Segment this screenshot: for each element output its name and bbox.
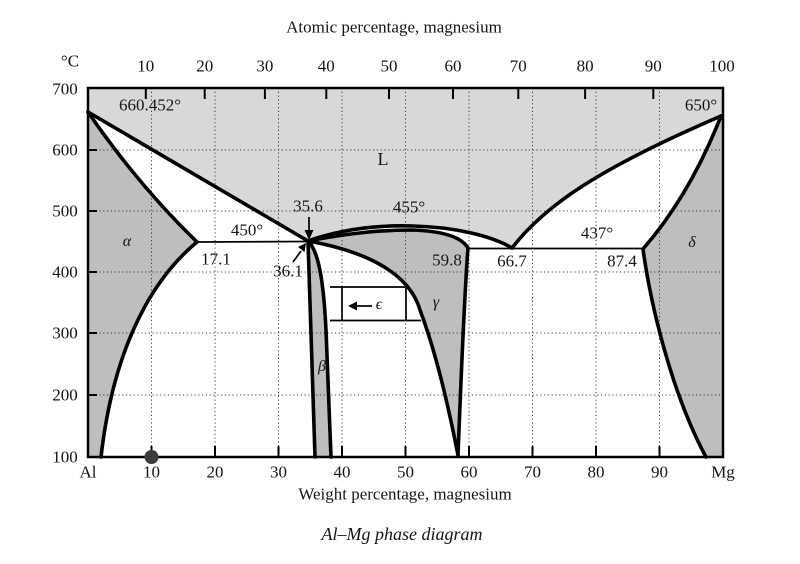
top-tick-10: 10	[137, 56, 155, 76]
al-liquidus	[86, 110, 310, 243]
x-tick-80: 80	[587, 462, 605, 482]
x-tick-al: Al	[79, 462, 97, 482]
top-tick-60: 60	[444, 56, 462, 76]
phase-label-gamma: γ	[432, 294, 440, 311]
gamma-region-fill	[308, 230, 468, 453]
y-tick-600: 600	[52, 140, 78, 160]
x-tick-10: 10	[143, 462, 160, 482]
al-melting-label: 660.452°	[118, 95, 182, 115]
gamma-right-boundary	[456, 246, 470, 457]
beta-comp-36-1-label: 36.1	[273, 261, 303, 281]
top-tick-20: 20	[196, 56, 214, 76]
delta-region-fill	[643, 116, 723, 457]
y-tick-500: 500	[52, 201, 78, 221]
x-tick-70: 70	[524, 462, 541, 482]
composition-dot	[144, 450, 159, 464]
bottom-axis-title: Weight percentage, magnesium	[298, 484, 512, 504]
arrow-up-right-icon	[298, 243, 306, 252]
y-tick-200: 200	[52, 385, 78, 405]
phase-label-liquid: L	[377, 149, 389, 169]
arrow-left-icon	[348, 301, 357, 311]
y-tick-700: 700	[52, 79, 78, 99]
phase-label-delta: δ	[688, 234, 696, 251]
gamma-dome-liquidus	[306, 224, 514, 250]
phase-boundaries	[86, 110, 723, 459]
top-tick-40: 40	[317, 56, 335, 76]
beta-left-boundary	[306, 239, 317, 459]
arrow-down-icon	[304, 230, 314, 240]
eutectic-450-line	[196, 240, 309, 243]
alpha-solvus	[99, 240, 199, 459]
top-tick-90: 90	[644, 56, 662, 76]
delta-comp-87-4-label: 87.4	[607, 251, 637, 271]
phase-label-alpha: α	[122, 233, 132, 250]
delta-solvus	[641, 247, 708, 459]
gamma-left-boundary	[306, 239, 460, 457]
top-tick-30: 30	[256, 56, 274, 76]
eutectic-liquid-66-7-label: 66.7	[497, 251, 527, 271]
figure-caption: Al–Mg phase diagram	[321, 524, 483, 544]
phase-label-beta: β	[318, 358, 326, 375]
x-tick-50: 50	[397, 462, 414, 482]
annotation-arrows	[292, 217, 372, 311]
top-axis-title: Atomic percentage, magnesium	[286, 17, 502, 37]
beta-right-boundary	[306, 239, 333, 459]
gridlines	[88, 88, 723, 457]
top-tick-80: 80	[576, 56, 594, 76]
mg-liquidus	[510, 114, 723, 250]
eutectic-437-label: 437°	[580, 223, 614, 243]
phase-label-epsilon: ϵ	[375, 296, 383, 313]
y-tick-400: 400	[52, 262, 78, 282]
y-tick-300: 300	[52, 323, 78, 343]
x-tick-90: 90	[651, 462, 668, 482]
congruent-455-label: 455°	[392, 197, 426, 217]
gamma-top-solidus	[306, 228, 470, 250]
x-tick-40: 40	[333, 462, 351, 482]
plot-frame	[86, 86, 725, 459]
top-tick-100: 100	[709, 56, 735, 76]
alpha-region-fill	[88, 112, 197, 457]
x-tick-mg: Mg	[711, 462, 735, 482]
alpha-max-label: 17.1	[201, 249, 231, 269]
x-tick-60: 60	[460, 462, 478, 482]
isotherm-lines	[196, 240, 643, 322]
eutectic-450-label: 450°	[230, 220, 264, 240]
top-tick-70: 70	[509, 56, 527, 76]
delta-solidus	[641, 114, 723, 251]
gamma-max-59-8-label: 59.8	[432, 250, 462, 270]
top-tick-50: 50	[380, 56, 398, 76]
x-tick-30: 30	[270, 462, 287, 482]
al-solidus	[86, 110, 199, 244]
y-axis-unit: °C	[60, 51, 80, 71]
eutectic-liquid-35-6-label: 35.6	[293, 196, 323, 216]
y-tick-100: 100	[52, 447, 78, 467]
x-tick-20: 20	[206, 462, 224, 482]
mg-melting-label: 650°	[684, 95, 718, 115]
